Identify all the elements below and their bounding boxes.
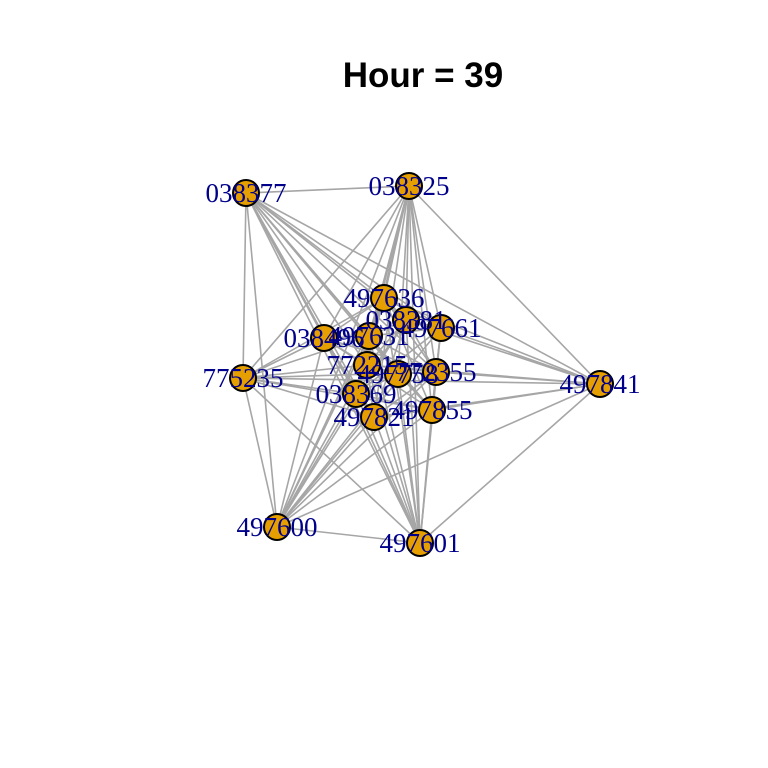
graph-edge [408,185,421,544]
graph-edge [242,364,368,379]
graph-edge [323,185,410,339]
graph-edge [383,297,601,385]
graph-edge [366,364,421,544]
graph-edge [245,192,437,373]
graph-node [422,358,450,386]
graph-edge [408,185,437,373]
graph-edge [242,377,433,411]
node-label: 497758 [358,359,439,389]
graph-node [406,529,434,557]
graph-edge [276,337,325,528]
node-label: 497601 [380,528,461,558]
node-label: 038496 [284,323,365,353]
graph-edge [323,337,433,411]
node-label: 038369 [316,379,397,409]
graph-node [355,322,383,350]
graph-edge [245,192,601,385]
graph-node [263,513,291,541]
node-label: 497631 [329,321,410,351]
graph-edge [419,383,601,544]
node-label: 497661 [401,313,482,343]
node-label: 038377 [206,178,287,208]
graph-node [370,284,398,312]
node-label: 775235 [203,363,284,393]
graph-edge [242,192,247,379]
node-label: 038381 [366,305,447,335]
graph-edge [405,185,410,321]
graph-edge [383,297,437,373]
node-label: 497600 [237,512,318,542]
graph-edge [276,409,433,528]
graph-edge [323,337,421,544]
graph-edge [373,416,421,544]
graph-edge [276,526,421,544]
graph-edge [408,185,601,385]
graph-node [229,364,257,392]
graph-edge [276,393,357,528]
graph-node [232,179,260,207]
graph-edge [245,192,278,528]
node-label: 497855 [392,395,473,425]
graph-node [418,396,446,424]
node-layer [229,172,614,557]
node-label: 497841 [560,369,641,399]
node-label: 038325 [369,171,450,201]
graph-node [392,306,420,334]
graph-node [342,380,370,408]
label-layer: 038377 0383254976360383814976610384964976… [203,171,641,558]
graph-edge [408,185,442,329]
graph-edge [242,335,370,379]
graph-edge [245,185,410,194]
graph-node [427,314,455,342]
graph-edge [242,337,325,379]
graph-edge [419,409,433,544]
node-label: 772215 [327,350,408,380]
graph-node [395,172,423,200]
graph-edge [440,327,601,385]
graph-edge [276,185,410,528]
graph-edge [276,383,601,528]
edge-layer [242,185,601,544]
graph-node [353,351,381,379]
node-label: 497821 [334,402,415,432]
graph-edge [242,185,410,379]
graph-node [384,360,412,388]
graph-edge [276,416,375,528]
graph-edge [323,337,437,373]
graph-edge [245,192,442,329]
node-label: 497636 [344,283,425,313]
graph-node [310,324,338,352]
graph-edge [276,327,442,528]
graph-edge [397,185,410,375]
graph-edge [276,371,437,528]
plot-title: Hour = 39 [342,56,504,95]
graph-edge [242,377,601,385]
node-label: 772355 [396,357,477,387]
graph-edge [242,377,278,528]
graph-edge [397,373,421,544]
graph-node [360,403,388,431]
graph-node [586,370,614,398]
